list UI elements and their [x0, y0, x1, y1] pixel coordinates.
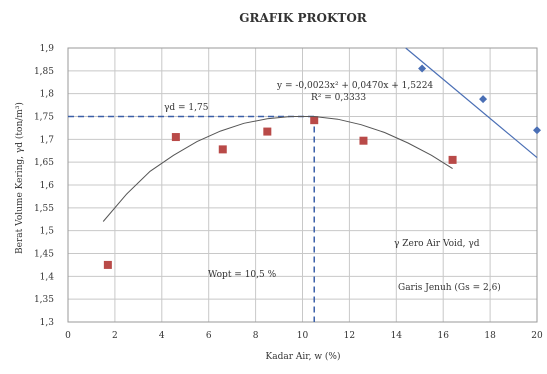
plot-area-border — [67, 47, 538, 323]
y-tick-label: 1,7 — [40, 135, 55, 145]
x-tick-label: 16 — [437, 331, 449, 341]
x-tick-label: 14 — [391, 331, 403, 341]
y-tick-label: 1,5 — [40, 227, 55, 237]
x-tick-label: 4 — [159, 331, 165, 341]
data-point — [359, 136, 368, 145]
x-tick-label: 6 — [206, 331, 212, 341]
x-tick-label: 0 — [65, 331, 71, 341]
y-tick-label: 1,3 — [40, 318, 55, 328]
y-tick-label: 1,85 — [34, 67, 54, 77]
data-point — [171, 133, 180, 142]
x-axis-label: Kadar Air, w (%) — [266, 351, 341, 362]
data-point — [263, 127, 272, 136]
x-tick-label: 10 — [297, 331, 309, 341]
y-tick-label: 1,8 — [40, 90, 55, 100]
y-axis-label: Berat Volume Kering, γd (ton/m³) — [14, 102, 25, 254]
y-tick-label: 1,75 — [34, 113, 54, 123]
data-point — [218, 145, 227, 154]
fit-equation: y = -0,0023x² + 0,0470x + 1,5224 — [276, 81, 433, 91]
zav-point — [479, 95, 488, 104]
legend-zav: γ Zero Air Void, γd — [394, 239, 480, 249]
fit-r2: R² = 0,3333 — [311, 93, 366, 103]
data-series — [102, 47, 541, 269]
optimum-guides — [68, 115, 315, 322]
tick-labels: 1,3 1,35 1,4 1,45 1,5 1,55 1,6 1,65 1,7 1,75 1,8 1,… — [34, 44, 543, 341]
y-tick-label: 1,65 — [34, 158, 54, 168]
y-tick-label: 1,4 — [40, 272, 55, 282]
data-point — [103, 260, 112, 269]
y-tick-label: 1,55 — [34, 204, 54, 214]
chart-title: GRAFIK PROKTOR — [239, 11, 368, 25]
x-tick-label: 2 — [112, 331, 118, 341]
x-tick-label: 20 — [531, 331, 543, 341]
zav-point — [418, 64, 427, 73]
legend-curve: Garis Jenuh (Gs = 2,6) — [398, 282, 501, 293]
y-tick-label: 1,35 — [34, 295, 54, 305]
y-tick-label: 1,9 — [40, 44, 55, 54]
grid — [67, 47, 538, 323]
y-tick-label: 1,45 — [34, 250, 54, 260]
x-tick-label: 12 — [344, 331, 355, 341]
x-tick-label: 18 — [484, 331, 496, 341]
y-tick-label: 1,6 — [40, 181, 55, 191]
zav-line — [405, 47, 538, 159]
fit-curve — [102, 116, 453, 222]
data-point — [310, 116, 319, 125]
optimum-water-label: Wopt = 10,5 % — [208, 270, 277, 280]
zav-point — [533, 126, 541, 135]
max-density-label: γd = 1,75 — [164, 103, 209, 113]
data-point — [448, 155, 457, 164]
x-tick-label: 8 — [253, 331, 259, 341]
